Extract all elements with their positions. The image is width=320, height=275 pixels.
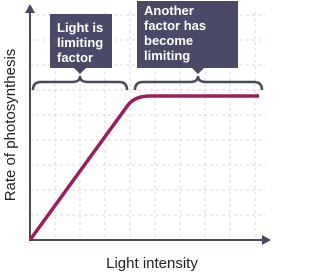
brace-left bbox=[31, 75, 129, 91]
x-axis-label: Light intensity bbox=[106, 255, 198, 272]
brace-right bbox=[133, 75, 264, 91]
callout-line: Another bbox=[144, 3, 194, 18]
graph: Light is limiting factor Another factor … bbox=[2, 1, 271, 272]
callout-right: Another factor has become limiting bbox=[137, 1, 238, 74]
y-axis-label: Rate of photosynthesis bbox=[2, 49, 19, 202]
callout-box bbox=[137, 1, 238, 74]
callout-line: factor has bbox=[144, 18, 206, 33]
axes bbox=[25, 4, 271, 245]
callout-left: Light is limiting factor bbox=[50, 14, 112, 74]
callout-line: become bbox=[144, 33, 193, 48]
callout-box bbox=[50, 14, 112, 74]
y-arrow bbox=[25, 4, 35, 13]
callout-line: limiting bbox=[144, 48, 190, 63]
callout-line: limiting bbox=[57, 35, 103, 50]
callout-line: Light is bbox=[57, 20, 103, 35]
braces bbox=[31, 75, 264, 91]
x-arrow bbox=[262, 235, 271, 245]
rate-curve bbox=[28, 94, 259, 242]
callout-line: factor bbox=[57, 50, 93, 65]
